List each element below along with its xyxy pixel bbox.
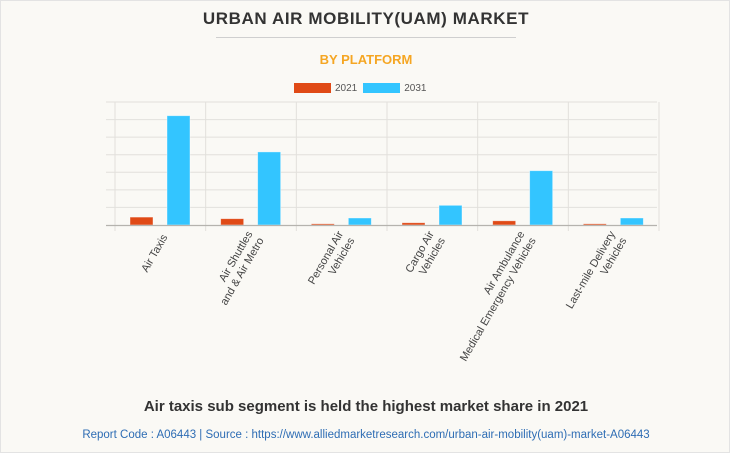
- bar-2021-1[interactable]: [220, 218, 245, 226]
- bar-2021-5[interactable]: [582, 223, 607, 226]
- x-tick-label: Medical Emergency Vehicles: [458, 235, 539, 363]
- chart-title: URBAN AIR MOBILITY(UAM) MARKET: [202, 9, 530, 28]
- bar-2021-4[interactable]: [492, 220, 517, 226]
- bar-2021-2[interactable]: [310, 223, 335, 226]
- chart-subtitle: BY PLATFORM: [319, 52, 413, 67]
- bar-2031-2[interactable]: [347, 217, 372, 226]
- legend: 2021 2031: [294, 81, 433, 95]
- bar-2031-1[interactable]: [257, 151, 282, 226]
- bar-2031-4[interactable]: [529, 170, 554, 226]
- bar-2021-3[interactable]: [401, 222, 426, 226]
- legend-item-2021[interactable]: 2021: [294, 83, 357, 94]
- legend-swatch-2031: [363, 83, 401, 93]
- chart-caption: Air taxis sub segment is held the highes…: [143, 398, 589, 415]
- bar-2021-0[interactable]: [129, 216, 154, 226]
- legend-label-2021: 2021: [335, 82, 358, 94]
- x-tick-label: Air Taxis: [139, 232, 170, 274]
- legend-item-2031[interactable]: 2031: [363, 82, 427, 94]
- bar-2031-5[interactable]: [619, 217, 644, 226]
- legend-label-2031: 2031: [404, 82, 427, 94]
- bar-2031-3[interactable]: [438, 204, 463, 226]
- title-divider: [216, 37, 516, 38]
- chart-area: Air Taxis Air Shuttles and & Air Metro Pers…: [1, 96, 730, 377]
- x-tick-label-group: Air Taxis: [139, 232, 170, 274]
- legend-swatch-2021: [294, 83, 331, 93]
- bar-2031-0[interactable]: [166, 115, 191, 226]
- source-text[interactable]: Report Code : A06443 | Source : https://…: [82, 429, 650, 441]
